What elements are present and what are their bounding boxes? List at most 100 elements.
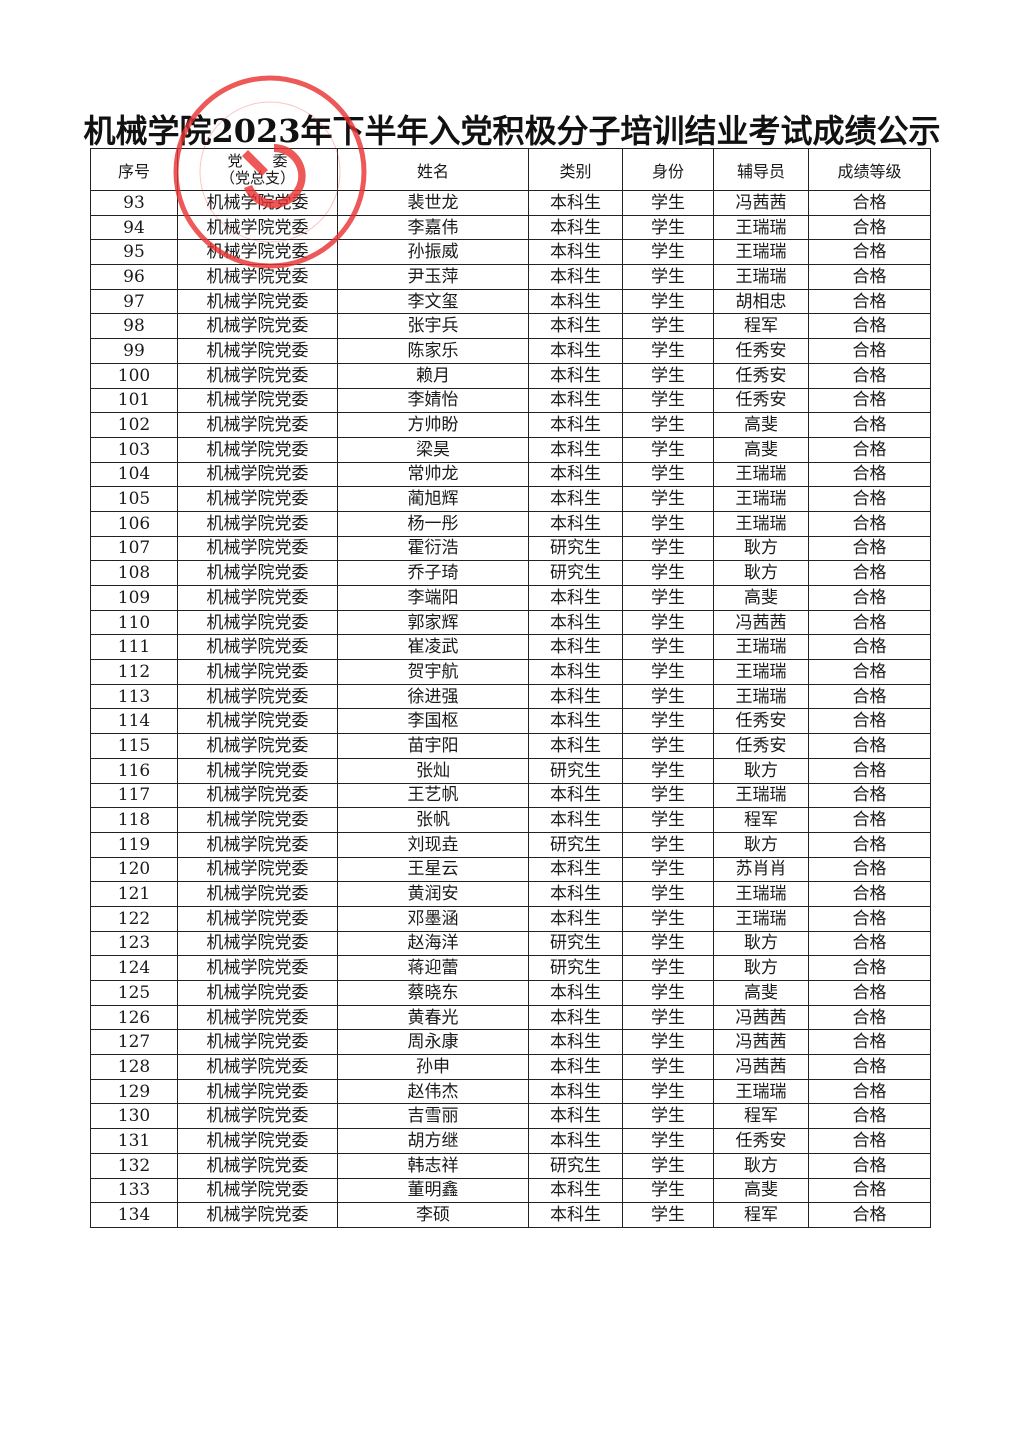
cell-no: 98 [90, 313, 178, 340]
cell-grade: 合格 [808, 831, 931, 858]
table-row: 129 机械学院党委 赵伟杰 本科生 学生 王瑞瑞 合格 [90, 1078, 931, 1105]
cell-identity: 学生 [622, 510, 714, 537]
cell-party: 机械学院党委 [177, 1202, 338, 1228]
cell-name: 赵海洋 [337, 930, 529, 957]
cell-party: 机械学院党委 [177, 338, 338, 364]
table-row: 113 机械学院党委 徐进强 本科生 学生 王瑞瑞 合格 [90, 683, 931, 710]
cell-category: 本科生 [528, 1078, 623, 1105]
cell-grade: 合格 [808, 1004, 931, 1031]
cell-name: 李硕 [337, 1202, 529, 1228]
cell-advisor: 任秀安 [713, 733, 809, 759]
cell-name: 蔡晓东 [337, 980, 529, 1006]
header-grade: 成绩等级 [808, 148, 931, 191]
cell-identity: 学生 [622, 757, 714, 784]
cell-advisor: 王瑞瑞 [713, 461, 809, 488]
cell-category: 本科生 [528, 510, 623, 537]
cell-identity: 学生 [622, 1202, 714, 1228]
cell-advisor: 王瑞瑞 [713, 634, 809, 661]
table-row: 124 机械学院党委 蒋迎蕾 研究生 学生 耿方 合格 [90, 955, 931, 981]
cell-identity: 学生 [622, 634, 714, 661]
cell-party: 机械学院党委 [177, 535, 338, 562]
cell-no: 112 [90, 659, 178, 685]
cell-grade: 合格 [808, 955, 931, 981]
cell-name: 徐进强 [337, 683, 529, 710]
cell-identity: 学生 [622, 412, 714, 438]
cell-party: 机械学院党委 [177, 881, 338, 907]
cell-party: 机械学院党委 [177, 1177, 338, 1204]
cell-identity: 学生 [622, 313, 714, 340]
cell-no: 117 [90, 782, 178, 809]
cell-name: 崔凌武 [337, 634, 529, 661]
cell-category: 本科生 [528, 214, 623, 241]
cell-no: 129 [90, 1078, 178, 1105]
table-row: 122 机械学院党委 邓墨涵 本科生 学生 王瑞瑞 合格 [90, 905, 931, 932]
cell-grade: 合格 [808, 338, 931, 364]
cell-party: 机械学院党委 [177, 856, 338, 883]
cell-advisor: 胡相忠 [713, 288, 809, 315]
cell-grade: 合格 [808, 1128, 931, 1154]
cell-party: 机械学院党委 [177, 585, 338, 611]
results-table: 序号 党 委 （党总支） 姓名 类别 身份 辅导员 成绩等级 93 机械学院党委裴… [90, 148, 931, 1228]
cell-advisor: 任秀安 [713, 362, 809, 389]
cell-party: 机械学院党委 [177, 486, 338, 512]
cell-advisor: 高斐 [713, 585, 809, 611]
cell-identity: 学生 [622, 905, 714, 932]
cell-category: 本科生 [528, 634, 623, 661]
cell-no: 109 [90, 585, 178, 611]
cell-no: 113 [90, 683, 178, 710]
cell-advisor: 程军 [713, 807, 809, 833]
table-row: 125 机械学院党委 蔡晓东 本科生 学生 高斐 合格 [90, 980, 931, 1006]
cell-identity: 学生 [622, 930, 714, 957]
cell-category: 本科生 [528, 782, 623, 809]
cell-party: 机械学院党委 [177, 733, 338, 759]
cell-advisor: 高斐 [713, 980, 809, 1006]
cell-no: 103 [90, 436, 178, 463]
cell-no: 95 [90, 239, 178, 266]
cell-identity: 学生 [622, 585, 714, 611]
cell-no: 102 [90, 412, 178, 438]
table-row: 107 机械学院党委 霍衍浩 研究生 学生 耿方 合格 [90, 535, 931, 562]
cell-name: 黄润安 [337, 881, 529, 907]
table-row: 112 机械学院党委 贺宇航 本科生 学生 王瑞瑞 合格 [90, 659, 931, 685]
cell-no: 97 [90, 288, 178, 315]
cell-advisor: 高斐 [713, 436, 809, 463]
table-row: 106 机械学院党委 杨一彤 本科生 学生 王瑞瑞 合格 [90, 510, 931, 537]
cell-identity: 学生 [622, 782, 714, 809]
table-row: 134 机械学院党委 李硕 本科生 学生 程军 合格 [90, 1202, 931, 1228]
cell-category: 研究生 [528, 1152, 623, 1179]
cell-identity: 学生 [622, 955, 714, 981]
table-row: 115 机械学院党委 苗宇阳 本科生 学生 任秀安 合格 [90, 733, 931, 759]
table-row: 118 机械学院党委 张帆 本科生 学生 程军 合格 [90, 807, 931, 833]
cell-party: 机械学院党委 [177, 609, 338, 636]
cell-party: 机械学院党委 [177, 807, 338, 833]
cell-no: 116 [90, 757, 178, 784]
cell-name: 蒋迎蕾 [337, 955, 529, 981]
cell-party: 机械学院党委 [177, 214, 338, 241]
cell-party: 机械学院党委 [177, 264, 338, 290]
cell-no: 118 [90, 807, 178, 833]
cell-category: 本科生 [528, 264, 623, 290]
cell-no: 110 [90, 609, 178, 636]
cell-identity: 学生 [622, 980, 714, 1006]
cell-identity: 学生 [622, 288, 714, 315]
table-row: 103 机械学院党委 梁昊 本科生 学生 高斐 合格 [90, 436, 931, 463]
cell-party: 机械学院党委 [177, 659, 338, 685]
cell-no: 132 [90, 1152, 178, 1179]
cell-advisor: 耿方 [713, 831, 809, 858]
cell-party: 机械学院党委 [177, 1054, 338, 1080]
table-row: 119 机械学院党委 刘现垚 研究生 学生 耿方 合格 [90, 831, 931, 858]
cell-advisor: 任秀安 [713, 387, 809, 414]
cell-category: 本科生 [528, 239, 623, 266]
cell-identity: 学生 [622, 1177, 714, 1204]
cell-category: 研究生 [528, 560, 623, 586]
cell-name: 韩志祥 [337, 1152, 529, 1179]
cell-no: 93 [90, 190, 178, 216]
table-row: 123 机械学院党委 赵海洋 研究生 学生 耿方 合格 [90, 930, 931, 957]
cell-party: 机械学院党委 [177, 1004, 338, 1031]
cell-name: 周永康 [337, 1029, 529, 1056]
cell-grade: 合格 [808, 683, 931, 710]
cell-identity: 学生 [622, 239, 714, 266]
cell-no: 128 [90, 1054, 178, 1080]
table-row: 93 机械学院党委 裴世龙 本科生 学生 冯茜茜 合格 [90, 190, 931, 216]
cell-category: 本科生 [528, 1202, 623, 1228]
